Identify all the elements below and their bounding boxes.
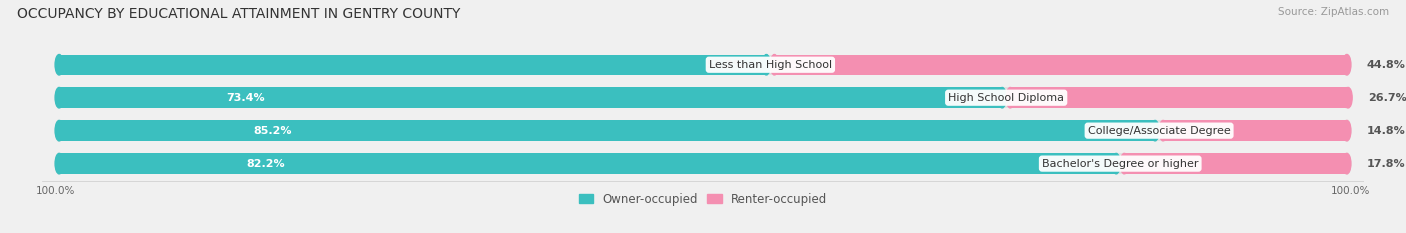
- Text: OCCUPANCY BY EDUCATIONAL ATTAINMENT IN GENTRY COUNTY: OCCUPANCY BY EDUCATIONAL ATTAINMENT IN G…: [17, 7, 460, 21]
- Circle shape: [1343, 120, 1351, 141]
- Circle shape: [1343, 120, 1351, 141]
- Circle shape: [55, 55, 63, 75]
- Circle shape: [998, 87, 1007, 108]
- Circle shape: [770, 55, 779, 75]
- Text: 85.2%: 85.2%: [254, 126, 292, 136]
- Circle shape: [1343, 153, 1351, 174]
- Bar: [1011, 87, 1348, 108]
- Text: 44.8%: 44.8%: [1367, 60, 1405, 70]
- Bar: [59, 87, 1347, 108]
- Circle shape: [55, 153, 63, 174]
- Text: College/Associate Degree: College/Associate Degree: [1088, 126, 1230, 136]
- Circle shape: [55, 120, 63, 141]
- Circle shape: [1344, 87, 1353, 108]
- Circle shape: [55, 120, 63, 141]
- Bar: [59, 120, 1347, 141]
- Bar: [59, 87, 1002, 108]
- Text: 82.2%: 82.2%: [247, 159, 285, 169]
- Text: 26.7%: 26.7%: [1368, 93, 1406, 103]
- Text: Source: ZipAtlas.com: Source: ZipAtlas.com: [1278, 7, 1389, 17]
- Circle shape: [1343, 55, 1351, 75]
- Text: 14.8%: 14.8%: [1367, 126, 1405, 136]
- Text: 17.8%: 17.8%: [1367, 159, 1405, 169]
- Bar: [775, 55, 1347, 75]
- Legend: Owner-occupied, Renter-occupied: Owner-occupied, Renter-occupied: [579, 192, 827, 206]
- Text: High School Diploma: High School Diploma: [948, 93, 1064, 103]
- Bar: [59, 55, 1347, 75]
- Bar: [59, 120, 1156, 141]
- Text: Bachelor's Degree or higher: Bachelor's Degree or higher: [1042, 159, 1198, 169]
- Circle shape: [1343, 153, 1351, 174]
- Circle shape: [1343, 87, 1351, 108]
- Circle shape: [1007, 87, 1014, 108]
- Circle shape: [1159, 120, 1167, 141]
- Circle shape: [1343, 55, 1351, 75]
- Bar: [1125, 153, 1347, 174]
- Text: 73.4%: 73.4%: [226, 93, 264, 103]
- Text: Less than High School: Less than High School: [709, 60, 832, 70]
- Circle shape: [762, 55, 770, 75]
- Circle shape: [55, 87, 63, 108]
- Bar: [59, 153, 1116, 174]
- Bar: [59, 55, 766, 75]
- Circle shape: [1152, 120, 1159, 141]
- Circle shape: [55, 55, 63, 75]
- Text: 55.2%: 55.2%: [706, 60, 744, 70]
- Circle shape: [1112, 153, 1121, 174]
- Circle shape: [55, 87, 63, 108]
- Bar: [1163, 120, 1347, 141]
- Bar: [59, 153, 1347, 174]
- Circle shape: [1121, 153, 1128, 174]
- Circle shape: [55, 153, 63, 174]
